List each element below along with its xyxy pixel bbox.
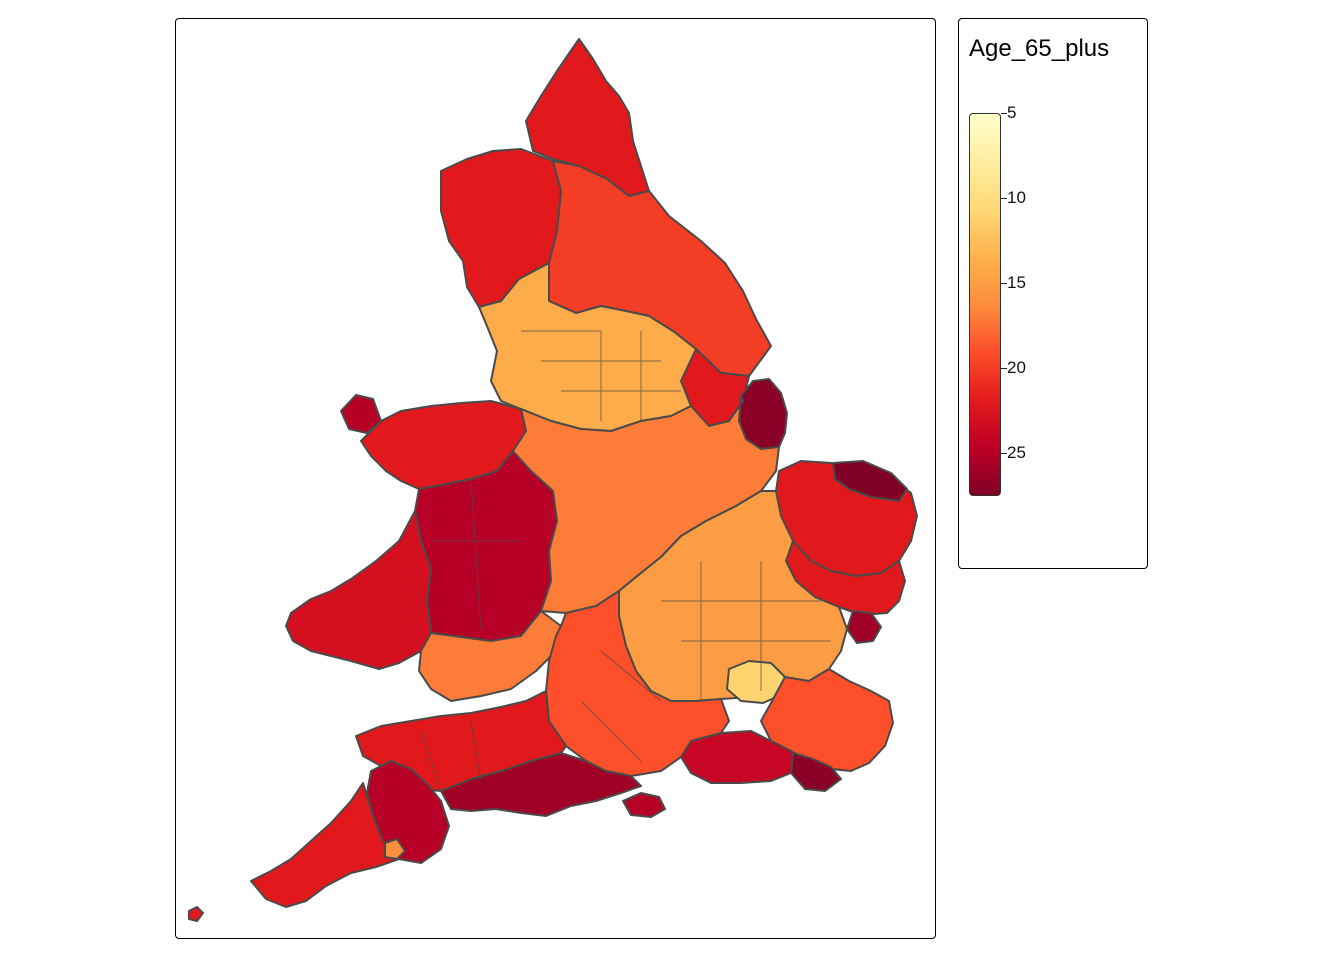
map-region-isle-of-wight[interactable] bbox=[622, 792, 666, 818]
legend-tick-mark bbox=[1001, 113, 1007, 114]
legend-tick-label: 25 bbox=[1007, 443, 1026, 463]
map-region-isles-of-scilly[interactable] bbox=[188, 906, 204, 922]
legend-tick-mark bbox=[1001, 198, 1007, 200]
map-region-lancashire-merseyside-manchester-yorkshire[interactable] bbox=[478, 262, 697, 432]
map-region-tendring[interactable] bbox=[846, 610, 882, 644]
map-panel bbox=[175, 18, 936, 939]
legend-color-bar bbox=[969, 113, 1001, 496]
legend-tick-label: 10 bbox=[1007, 188, 1026, 208]
map-region-kent[interactable] bbox=[760, 668, 894, 772]
legend-tick-label: 5 bbox=[1007, 103, 1017, 122]
map-region-sussex-coast[interactable] bbox=[680, 730, 794, 784]
choropleth-map[interactable] bbox=[176, 19, 937, 940]
map-region-pembrokeshire-carmarthenshire[interactable] bbox=[285, 510, 432, 670]
district-boundary bbox=[580, 650, 662, 762]
map-region-cornwall[interactable] bbox=[250, 782, 400, 908]
map-region-plymouth[interactable] bbox=[384, 838, 406, 860]
district-boundary bbox=[661, 561, 831, 701]
legend-tick-mark bbox=[1001, 283, 1007, 285]
legend-panel: Age_65_plus 5 10 15 20 25 bbox=[958, 18, 1148, 569]
legend-tick-label: 20 bbox=[1007, 358, 1026, 378]
legend-tick-mark bbox=[1001, 453, 1007, 455]
legend-tick-label: 15 bbox=[1007, 273, 1026, 293]
map-region-north-norfolk[interactable] bbox=[832, 460, 908, 502]
legend-title: Age_65_plus bbox=[969, 35, 1110, 62]
district-boundary bbox=[431, 478, 521, 632]
district-boundary bbox=[521, 330, 681, 421]
legend-tick-mark bbox=[1001, 368, 1007, 370]
map-region-rother[interactable] bbox=[790, 752, 842, 792]
district-boundary bbox=[420, 720, 482, 792]
